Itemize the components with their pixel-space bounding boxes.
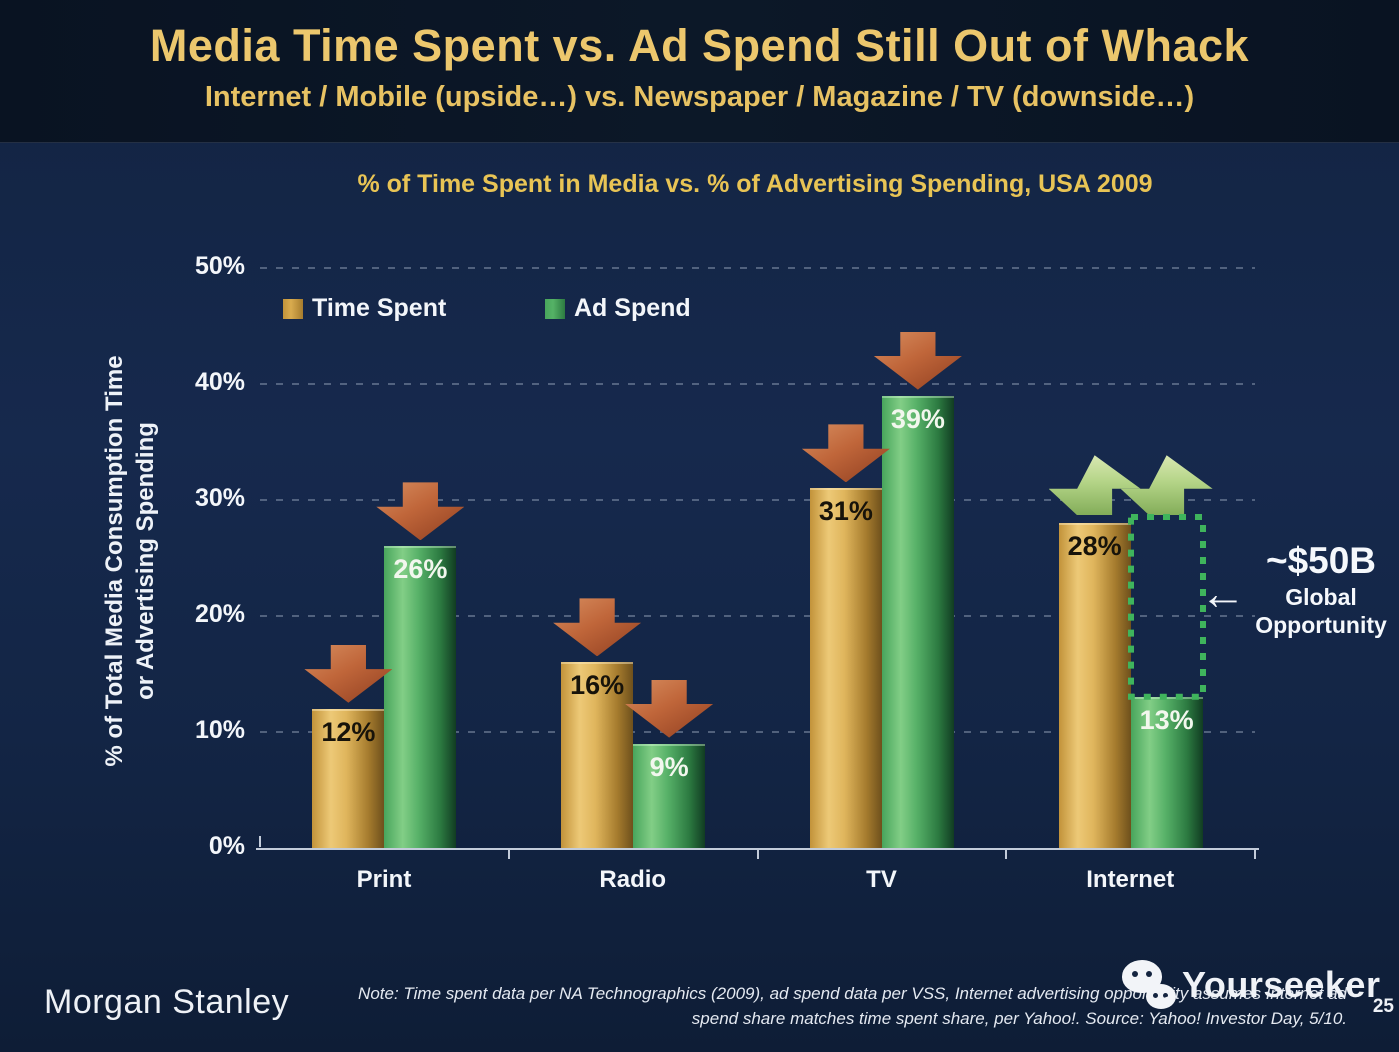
source-note-line2: spend share matches time spent share, pe…: [691, 1008, 1347, 1028]
legend-swatch-gold: [283, 298, 303, 319]
morgan-stanley-logo: Morgan Stanley: [44, 983, 290, 1021]
watermark-text: Yourseeker: [1182, 964, 1381, 1005]
trend-arrow-down-icon: [873, 331, 962, 390]
bar-value-label: 9%: [649, 751, 689, 782]
gridline-20%: [260, 615, 1255, 617]
bar-value-label: 26%: [393, 554, 448, 585]
y-tick-label: 0%: [208, 832, 245, 860]
y-tick-label: 50%: [194, 252, 245, 280]
bar-value-label: 13%: [1139, 705, 1194, 736]
legend-label: Time Spent: [312, 294, 447, 322]
page-number: 25: [1372, 996, 1394, 1017]
x-axis-tick: [507, 848, 510, 859]
slide-header: Media Time Spent vs. Ad Spend Still Out …: [0, 0, 1399, 143]
bar-value-label: 31%: [818, 496, 873, 527]
y-axis-title-line1: % of Total Media Consumption Time: [101, 355, 128, 767]
trend-arrow-down-icon: [376, 482, 465, 541]
bar-value-label: 39%: [890, 403, 945, 434]
source-note: Note: Time spent data per NA Technograph…: [315, 982, 1347, 1031]
legend-swatch-green: [545, 298, 565, 319]
y-axis-title: % of Total Media Consumption Time or Adv…: [99, 251, 165, 871]
category-label-radio: Radio: [599, 866, 667, 893]
plot-area: 0% 10% 20% 30% 40% 50% 12% 26% Print 16% 9% Radio 31…: [195, 252, 1259, 893]
y-tick-label: 10%: [194, 716, 245, 744]
x-axis-tick: [1254, 848, 1256, 859]
category-label-internet: Internet: [1086, 866, 1175, 893]
legend-label: Ad Spend: [574, 294, 691, 322]
wechat-icon: [1118, 956, 1180, 1014]
slide-subtitle: Internet / Mobile (upside…) vs. Newspape…: [204, 81, 1195, 113]
bar-ad-spend-internet: [1130, 697, 1203, 848]
opportunity-dotted-box: [1127, 513, 1207, 706]
x-axis-tick: [259, 836, 261, 847]
bar-time-spent-radio: [561, 662, 634, 848]
watermark: Yourseeker: [1118, 956, 1380, 1014]
trend-arrow-down-icon: [553, 598, 642, 657]
gridline-50%: [260, 267, 1255, 269]
bar-value-label: 16%: [570, 670, 625, 701]
trend-arrow-down-icon: [304, 644, 393, 703]
y-axis-title-line2: or Advertising Spending: [132, 422, 160, 700]
opportunity-label-line2: Opportunity: [1255, 612, 1387, 639]
category-label-tv: TV: [866, 866, 897, 893]
bar-time-spent-print: [312, 708, 385, 848]
chart-title: % of Time Spent in Media vs. % of Advert…: [357, 170, 1153, 198]
category-label-print: Print: [356, 866, 412, 893]
x-axis-tick: [756, 848, 759, 859]
bar-time-spent-tv: [809, 488, 882, 848]
bar-value-label: 28%: [1067, 531, 1122, 562]
opportunity-label-line1: Global: [1285, 583, 1357, 610]
opportunity-value: ~$50B: [1265, 540, 1377, 581]
y-tick-label: 40%: [194, 368, 245, 396]
trend-arrow-up-icon: [1048, 455, 1141, 516]
legend-item-ad-spend: Ad Spend: [545, 294, 691, 323]
bar-ad-spend-radio: [633, 743, 706, 848]
x-axis-tick: [1005, 848, 1008, 859]
y-tick-label: 20%: [194, 600, 245, 628]
bar-ad-spend-tv: [881, 395, 954, 848]
bar-ad-spend-print: [384, 546, 457, 848]
left-arrow-icon: ←: [1200, 567, 1246, 619]
bar-value-label: 12%: [321, 716, 376, 747]
slide-title: Media Time Spent vs. Ad Spend Still Out …: [149, 20, 1250, 71]
y-tick-label: 30%: [194, 484, 245, 512]
gridline-40%: [260, 383, 1255, 385]
bar-time-spent-internet: [1058, 523, 1131, 848]
chat-bubble-small: [1146, 984, 1176, 1009]
gridline-10%: [260, 731, 1255, 733]
opportunity-annotation: ~$50B Global Opportunity: [1243, 540, 1399, 640]
source-note-line1: Note: Time spent data per NA Technograph…: [358, 984, 1347, 1003]
legend-item-time-spent: Time Spent: [283, 294, 446, 323]
gridline-30%: [260, 499, 1255, 501]
